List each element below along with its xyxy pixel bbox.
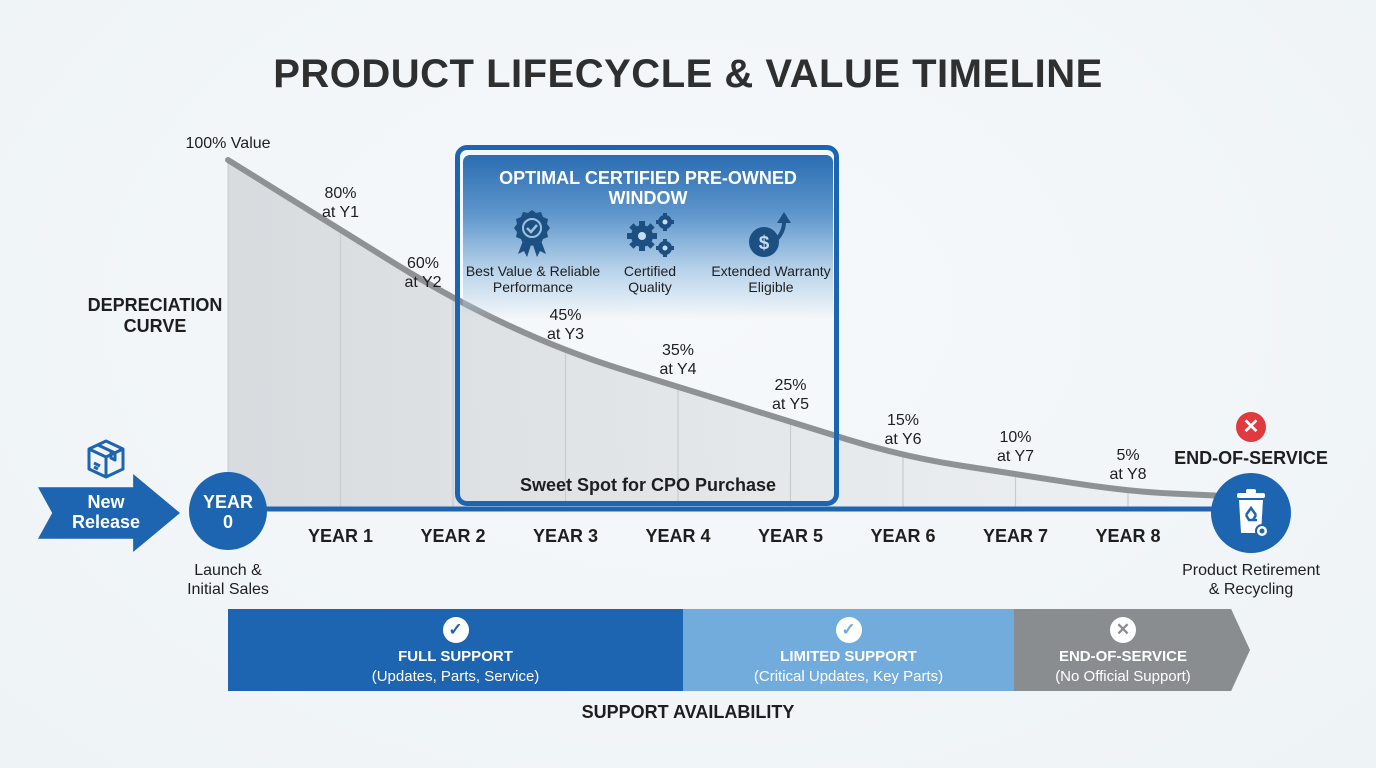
- feature-label: Performance: [492, 279, 574, 295]
- year-tick-label: YEAR 3: [532, 526, 599, 546]
- svg-text:$: $: [759, 233, 770, 254]
- value-pct: 35%: [661, 341, 695, 359]
- year-tick-label: YEAR 8: [1095, 526, 1161, 546]
- year-tick-label: YEAR 2: [420, 526, 486, 546]
- year-tick-label: YEAR 5: [757, 526, 824, 546]
- year-tick-label: YEAR 7: [982, 526, 1049, 546]
- feature-label: Best Value & Reliable: [465, 263, 601, 279]
- year-tick-label: YEAR 1: [307, 526, 374, 546]
- new-release-line1: New: [87, 492, 125, 512]
- new-release-label: New Release: [60, 492, 152, 532]
- package-box-icon: [84, 437, 128, 481]
- value-year: at Y6: [884, 430, 922, 448]
- year-tick-label: YEAR 6: [870, 526, 936, 546]
- year-0-line1: YEAR: [202, 492, 253, 512]
- value-pct: 25%: [774, 376, 807, 394]
- support-segment-full: ✓ FULL SUPPORT (Updates, Parts, Service): [228, 609, 683, 691]
- retirement-caption-line1: Product Retirement: [1182, 562, 1320, 579]
- dollar-arrow-up-icon: $: [746, 210, 796, 260]
- value-pct: 15%: [886, 411, 920, 429]
- depreciation-curve-label: DEPRECIATION CURVE: [70, 295, 240, 337]
- value-year: at Y4: [659, 360, 697, 378]
- support-segment-end: ✕ END-OF-SERVICE (No Official Support): [1014, 609, 1250, 691]
- value-point-label: 5% at Y8: [1098, 446, 1158, 484]
- support-title: END-OF-SERVICE: [1058, 648, 1188, 665]
- launch-caption-line1: Launch &: [194, 562, 262, 579]
- cpo-title-line1: OPTIMAL CERTIFIED PRE-OWNED: [499, 168, 797, 188]
- cpo-title: OPTIMAL CERTIFIED PRE-OWNED WINDOW: [463, 168, 833, 208]
- value-point-label: 80% at Y1: [311, 184, 371, 222]
- red-x-icon: ✕: [1236, 412, 1266, 442]
- value-pct: 80%: [324, 184, 357, 202]
- cpo-window-frame: [455, 145, 839, 506]
- value-area: [228, 160, 1215, 509]
- retirement-caption: Product Retirement & Recycling: [1160, 561, 1342, 599]
- value-point-label: 60% at Y2: [393, 254, 453, 292]
- year-tick-label: YEAR 4: [645, 526, 711, 546]
- new-release-line2: Release: [71, 512, 141, 532]
- feature-label: Certified: [623, 263, 677, 279]
- value-point-label: 25% at Y5: [761, 376, 821, 414]
- support-title: FULL SUPPORT: [398, 648, 513, 665]
- page-title: PRODUCT LIFECYCLE & VALUE TIMELINE: [273, 52, 1103, 96]
- sweet-spot-label: Sweet Spot for CPO Purchase: [519, 475, 777, 495]
- support-title: LIMITED SUPPORT: [780, 648, 917, 665]
- value-year: at Y1: [321, 203, 360, 221]
- value-point-label: 10% at Y7: [986, 428, 1046, 466]
- value-year: at Y7: [996, 448, 1035, 466]
- depreciation-label-line1: DEPRECIATION: [87, 295, 223, 315]
- check-circle-icon: ✓: [442, 617, 469, 643]
- feature-extended-warranty: Extended Warranty Eligible: [705, 263, 837, 295]
- value-point-label: 15% at Y6: [873, 411, 933, 449]
- x-circle-icon: ✕: [1110, 617, 1136, 643]
- end-of-service-heading: END-OF-SERVICE: [1174, 448, 1328, 468]
- value-point-label: 45% at Y3: [536, 306, 596, 344]
- feature-certified-quality: Certified Quality: [605, 263, 695, 295]
- gears-icon: [625, 212, 677, 258]
- support-availability-caption: SUPPORT AVAILABILITY: [581, 702, 795, 722]
- support-sub: (Critical Updates, Key Parts): [753, 668, 944, 685]
- value-pct: 60%: [406, 254, 440, 272]
- year-0-circle: YEAR 0: [189, 472, 267, 550]
- feature-label: Eligible: [748, 279, 794, 295]
- value-pct: 45%: [549, 306, 582, 324]
- start-value-label: 100% Value: [185, 135, 271, 152]
- cpo-title-line2: WINDOW: [608, 188, 688, 208]
- feature-best-value: Best Value & Reliable Performance: [463, 263, 603, 295]
- feature-label: Quality: [628, 279, 672, 295]
- value-pct: 10%: [999, 429, 1032, 447]
- value-year: at Y8: [1109, 465, 1147, 483]
- support-segment-limited: ✓ LIMITED SUPPORT (Critical Updates, Key…: [683, 609, 1014, 691]
- support-sub: (Updates, Parts, Service): [371, 668, 540, 685]
- launch-caption-line2: Initial Sales: [187, 581, 269, 598]
- depreciation-curve: [225, 157, 1218, 499]
- feature-label: Extended Warranty: [711, 263, 831, 279]
- recycle-bin-icon: [1211, 473, 1291, 553]
- check-circle-icon: ✓: [835, 617, 862, 643]
- launch-caption: Launch & Initial Sales: [168, 561, 288, 599]
- retirement-caption-line2: & Recycling: [1208, 581, 1294, 598]
- support-sub: (No Official Support): [1055, 668, 1191, 685]
- value-year: at Y5: [771, 395, 810, 413]
- depreciation-label-line2: CURVE: [123, 316, 187, 336]
- value-year: at Y3: [546, 325, 585, 343]
- award-badge-icon: [512, 208, 552, 258]
- value-pct: 5%: [1116, 446, 1140, 464]
- year-0-line2: 0: [222, 512, 233, 532]
- value-year: at Y2: [404, 273, 442, 291]
- value-point-label: 35% at Y4: [648, 341, 708, 379]
